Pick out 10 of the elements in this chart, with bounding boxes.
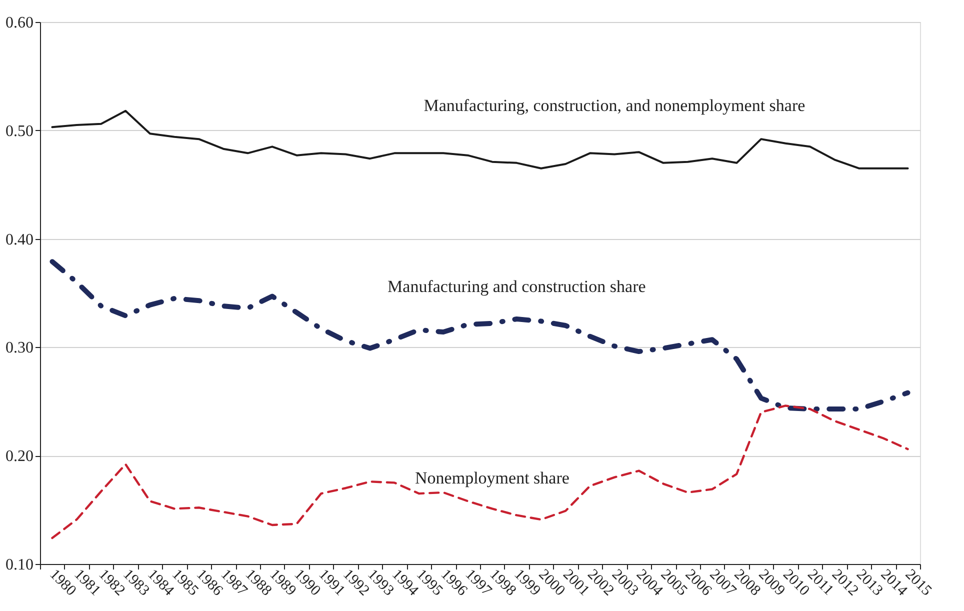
series-label: Nonemployment share (415, 468, 570, 488)
y-tick-label: 0.50 (6, 122, 34, 140)
series-label: Manufacturing and construction share (388, 277, 646, 296)
y-tick-label: 0.10 (6, 556, 34, 574)
line-series (51, 404, 909, 540)
y-tick-label: 0.40 (6, 231, 34, 248)
y-tick-label: 0.30 (6, 340, 34, 357)
y-tick-label: 0.60 (6, 14, 34, 32)
y-tick-label: 0.20 (6, 448, 34, 466)
series-label: Manufacturing, construction, and nonemployment share (424, 96, 806, 116)
